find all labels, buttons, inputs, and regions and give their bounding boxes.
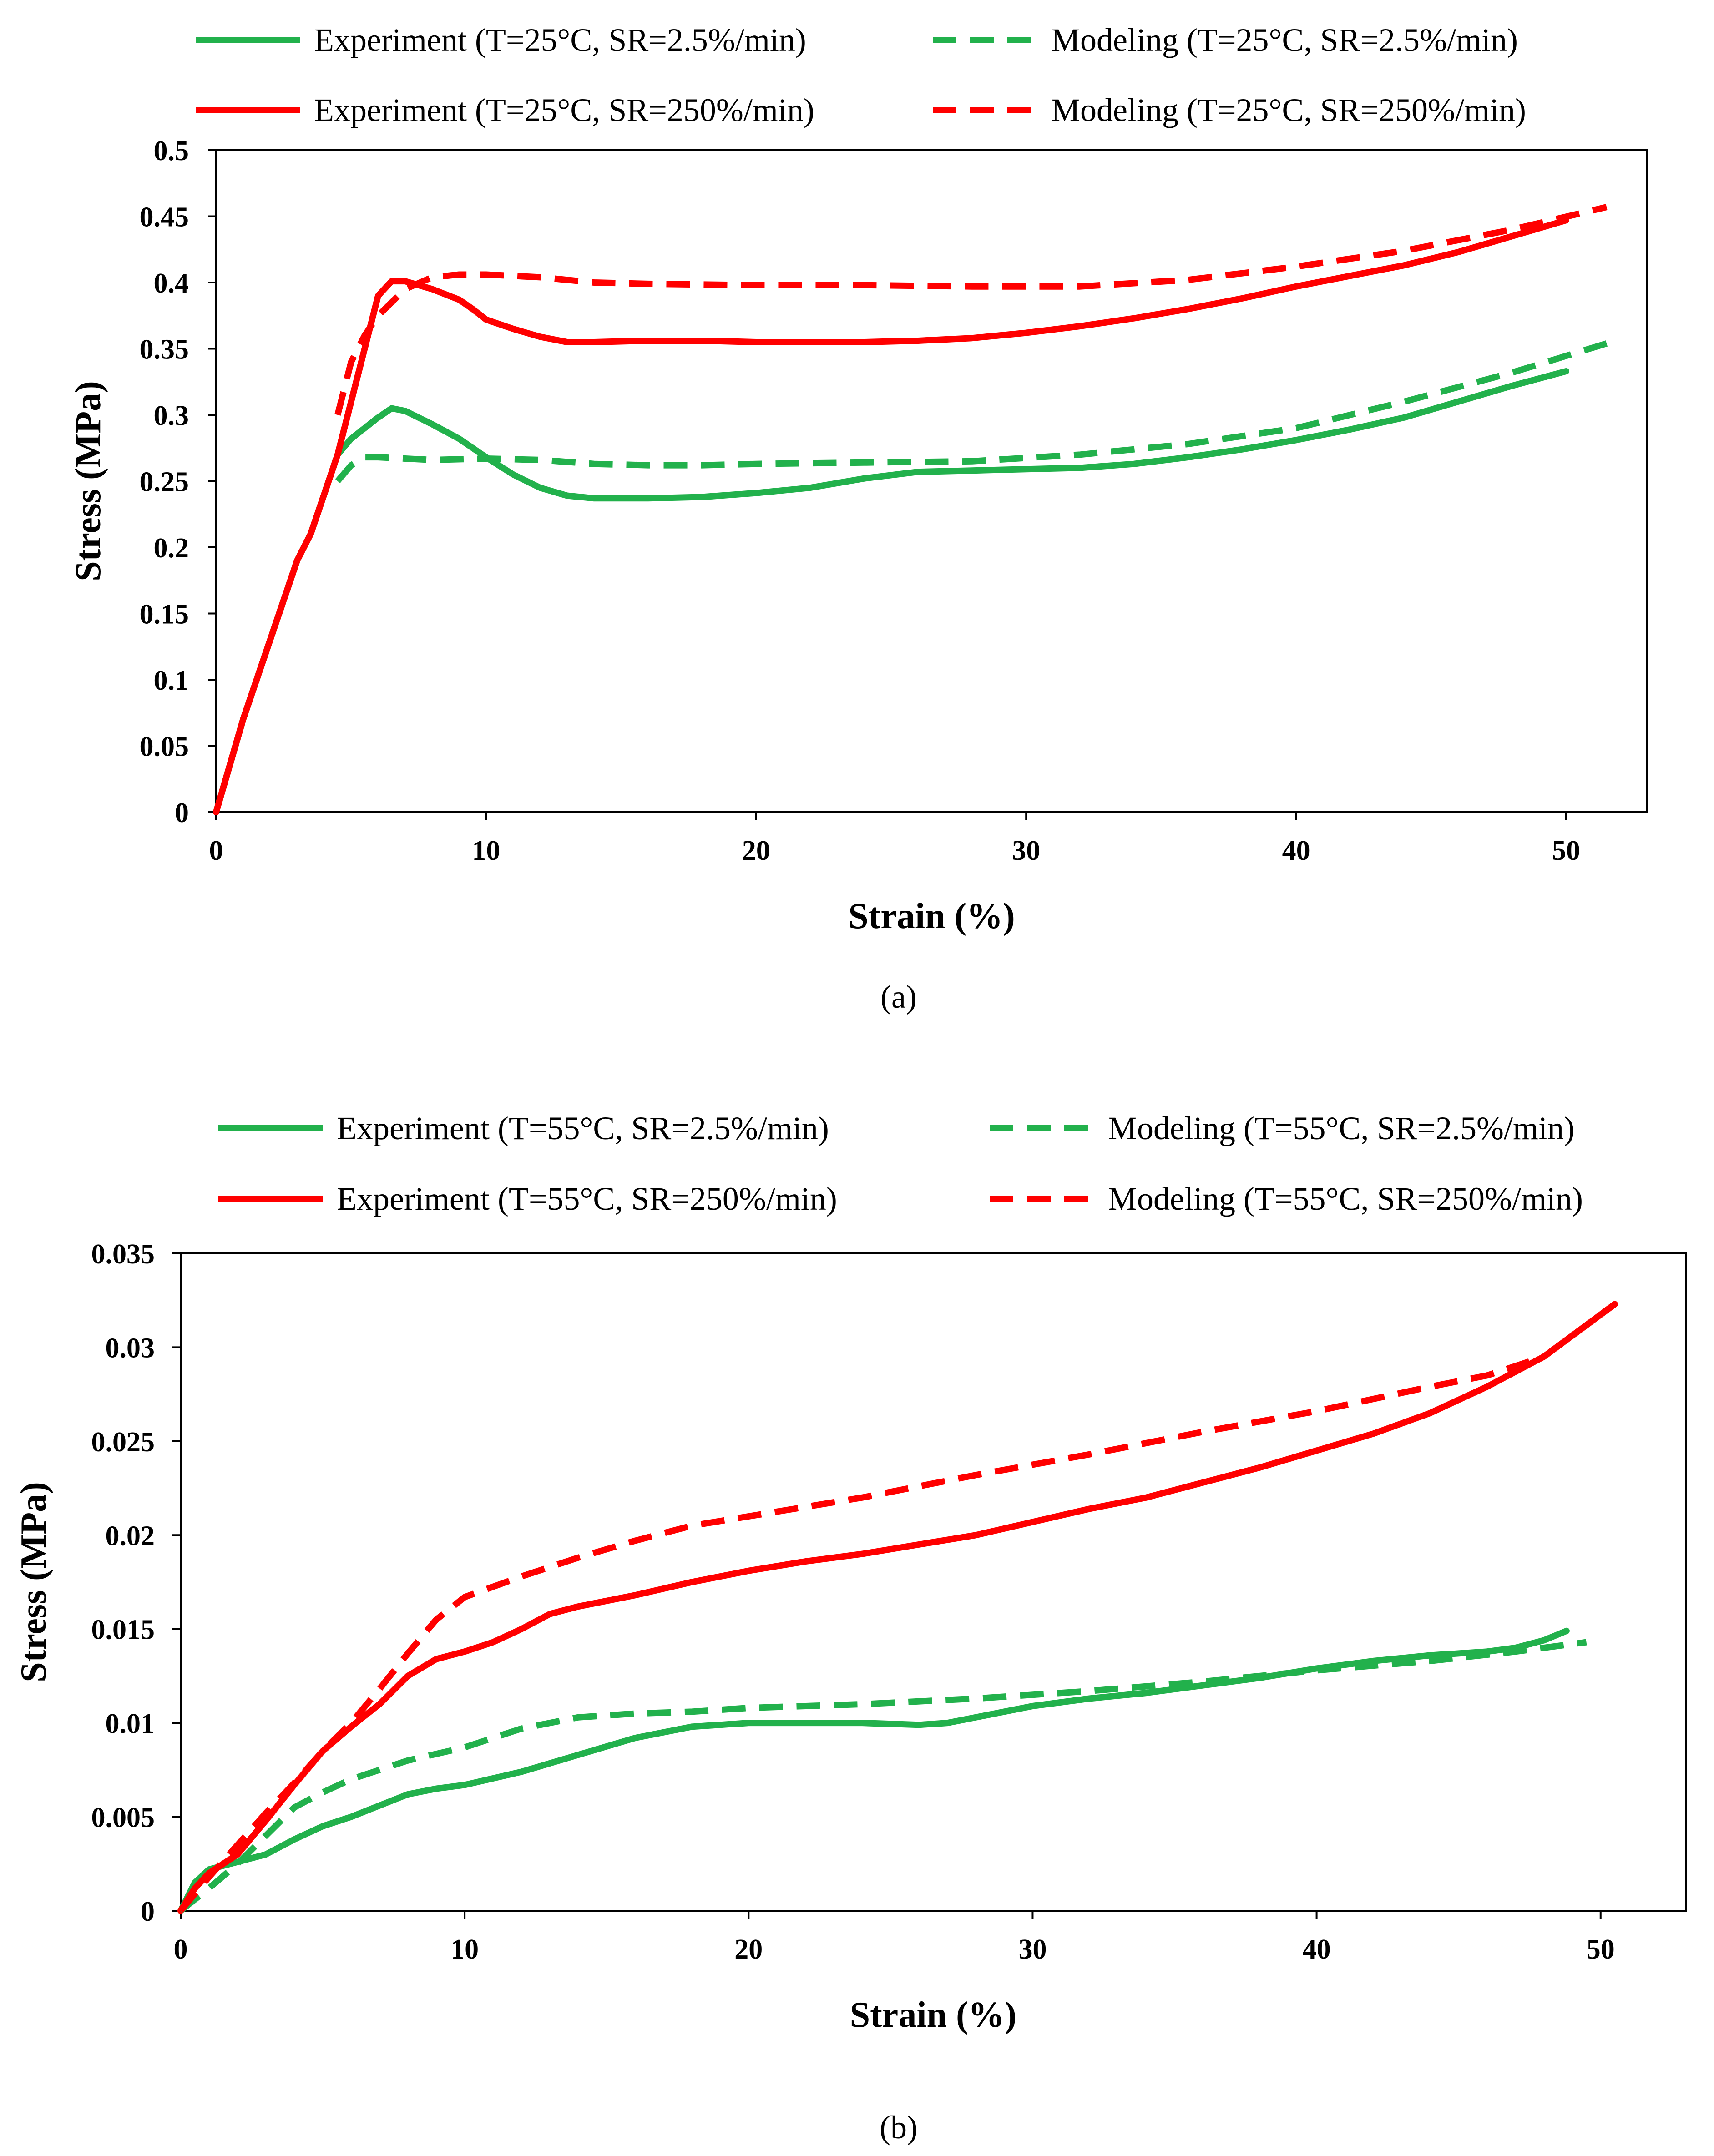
chart-a-y-tick-label: 0.45 [140,202,189,233]
chart-a-x-tick-label: 20 [742,835,770,866]
chart-a-y-tick-label: 0.25 [140,467,189,498]
chart-b-axes: 0 0.005 0.01 0.015 0.02 0.025 0.03 0.035 0 10 20 30… [91,1239,1615,1965]
chart-a-x-tick-label: 30 [1012,835,1040,866]
chart-a-series-1-line [213,217,1569,815]
chart-a-x-tick-label: 50 [1552,835,1580,866]
chart-a-plot-frame [215,149,1648,813]
chart-b-series-lines [177,1301,1618,1914]
chart-a-x-axis-title: Strain (%) [848,896,1015,936]
chart-b-plot-frame [180,1252,1687,1912]
chart-a-legend-label-3: Modeling (T=25°C, SR=250%/min) [1051,92,1526,128]
chart-a-series-2-line [335,340,1608,484]
chart-a-legend-label-1: Experiment (T=25°C, SR=250%/min) [314,92,814,128]
chart-b-y-tick-label: 0.025 [91,1427,155,1458]
chart-b-caption: (b) [880,2109,918,2146]
chart-b-x-axis-title: Strain (%) [850,1995,1017,2035]
chart-a-series-3-line [334,204,1608,416]
chart-b-y-axis-title: Stress (MPa) [14,1482,54,1682]
chart-a-series-lines [213,204,1608,815]
chart-a-x-tick-label: 0 [209,835,223,866]
chart-b-y-tick-label: 0.01 [106,1708,155,1739]
chart-b-y-tick-label: 0 [141,1896,155,1927]
chart-b-x-tick-label: 20 [734,1934,763,1965]
chart-a-y-tick-label: 0.1 [154,665,189,696]
chart-a-y-axis-title: Stress (MPa) [68,381,108,581]
chart-a-y-tick-label: 0 [175,798,189,828]
chart-a-legend: Experiment (T=25°C, SR=2.5%/min) Modeling… [196,22,1526,128]
chart-b-y-tick-label: 0.015 [91,1615,155,1646]
chart-a-y-tick-label: 0.5 [154,136,189,167]
chart-a-y-tick-label: 0.35 [140,334,189,365]
chart-b-series-3-line [178,1301,1617,1913]
chart-a: Experiment (T=25°C, SR=2.5%/min) Modeling… [68,22,1648,1015]
chart-b-x-tick-label: 30 [1018,1934,1047,1965]
chart-b-legend-label-0: Experiment (T=55°C, SR=2.5%/min) [337,1110,829,1146]
chart-a-y-tick-label: 0.15 [140,599,189,630]
chart-a-legend-label-0: Experiment (T=25°C, SR=2.5%/min) [314,22,806,58]
chart-a-legend-label-2: Modeling (T=25°C, SR=2.5%/min) [1051,22,1518,58]
chart-a-axes: 0 0.05 0.1 0.15 0.2 0.25 0.3 0.35 0.4 0.45 0.5 0 10 2… [140,136,1580,866]
chart-b-x-tick-label: 40 [1303,1934,1331,1965]
chart-b-x-tick-label: 0 [174,1934,188,1965]
chart-b-y-tick-label: 0.02 [106,1520,155,1551]
chart-b-legend: Experiment (T=55°C, SR=2.5%/min) Modeling… [218,1110,1583,1217]
chart-b-y-tick-label: 0.035 [91,1239,155,1270]
chart-a-caption: (a) [880,979,917,1015]
chart-a-x-tick-label: 10 [472,835,500,866]
chart-a-y-tick-label: 0.05 [140,732,189,762]
chart-a-y-tick-label: 0.3 [154,400,189,431]
chart-b: Experiment (T=55°C, SR=2.5%/min) Modeling… [14,1110,1687,2146]
chart-b-series-0-line [177,1627,1570,1914]
chart-b-series-2-line [178,1639,1587,1914]
chart-b-x-tick-label: 10 [450,1934,479,1965]
chart-b-legend-label-3: Modeling (T=55°C, SR=250%/min) [1108,1181,1583,1217]
chart-b-x-tick-label: 50 [1587,1934,1615,1965]
chart-b-y-tick-label: 0.03 [106,1333,155,1363]
chart-b-legend-label-1: Experiment (T=55°C, SR=250%/min) [337,1181,837,1217]
chart-b-y-tick-label: 0.005 [91,1803,155,1833]
chart-a-y-tick-label: 0.2 [154,533,189,564]
chart-a-series-0-line [213,368,1569,815]
chart-a-x-tick-label: 40 [1282,835,1310,866]
chart-b-legend-label-2: Modeling (T=55°C, SR=2.5%/min) [1108,1110,1575,1146]
chart-a-y-tick-label: 0.4 [154,268,189,299]
